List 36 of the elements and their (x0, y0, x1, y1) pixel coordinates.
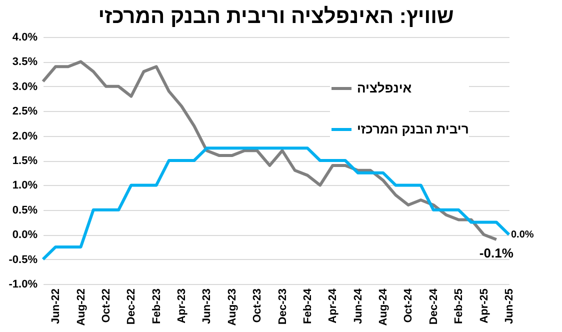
x-tick-label: Jun-23 (201, 288, 214, 324)
x-tick-label: Apr-23 (176, 288, 188, 324)
y-tick-label: 4.0% (12, 32, 38, 44)
x-tick-label: Oct-22 (100, 288, 112, 323)
x-tick-label: Feb-23 (150, 288, 163, 324)
legend-label: אינפלציה (357, 80, 412, 96)
x-tick-label: Oct-23 (252, 288, 264, 323)
y-tick-label: -0.5% (8, 254, 38, 266)
x-tick-label: Dec-24 (428, 288, 440, 325)
x-tick-label: Apr-25 (478, 288, 490, 324)
line-series (42, 60, 498, 242)
y-tick-label: 3.5% (12, 56, 38, 68)
x-tick-label: Jun-25 (504, 288, 516, 324)
x-tick-label: Oct-24 (402, 288, 415, 323)
x-tick-label: Jun-24 (352, 288, 364, 324)
y-tick-label: 3.0% (12, 80, 38, 93)
x-tick-label: Aug-22 (75, 288, 88, 326)
data-label: 0.0% (511, 230, 534, 241)
y-tick-label: 1.0% (12, 180, 38, 192)
x-tick-label: Feb-25 (453, 288, 466, 324)
legend-label: ריבית הבנק המרכזי (357, 122, 469, 136)
y-tick-label: 2.0% (12, 130, 38, 142)
x-tick-label: Aug-23 (226, 288, 238, 326)
x-tick-label: Feb-24 (302, 288, 314, 324)
x-tick-label: Dec-23 (276, 288, 289, 325)
y-tick-label: 0.0% (12, 229, 38, 242)
x-tick-label: Apr-24 (327, 288, 340, 324)
x-tick-label: Jun-22 (50, 288, 62, 324)
y-tick-label: 0.5% (12, 204, 38, 216)
data-label: -0.1% (479, 246, 514, 261)
x-tick-label: Aug-24 (378, 288, 390, 326)
y-tick-label: 1.5% (12, 155, 38, 167)
chart-title: שוויץ: האינפלציה וריבית הבנק המרכזי (98, 5, 454, 28)
x-tick-label: Dec-22 (126, 288, 138, 325)
y-tick-label: 2.5% (12, 106, 38, 118)
y-tick-label: -1.0% (8, 278, 38, 290)
